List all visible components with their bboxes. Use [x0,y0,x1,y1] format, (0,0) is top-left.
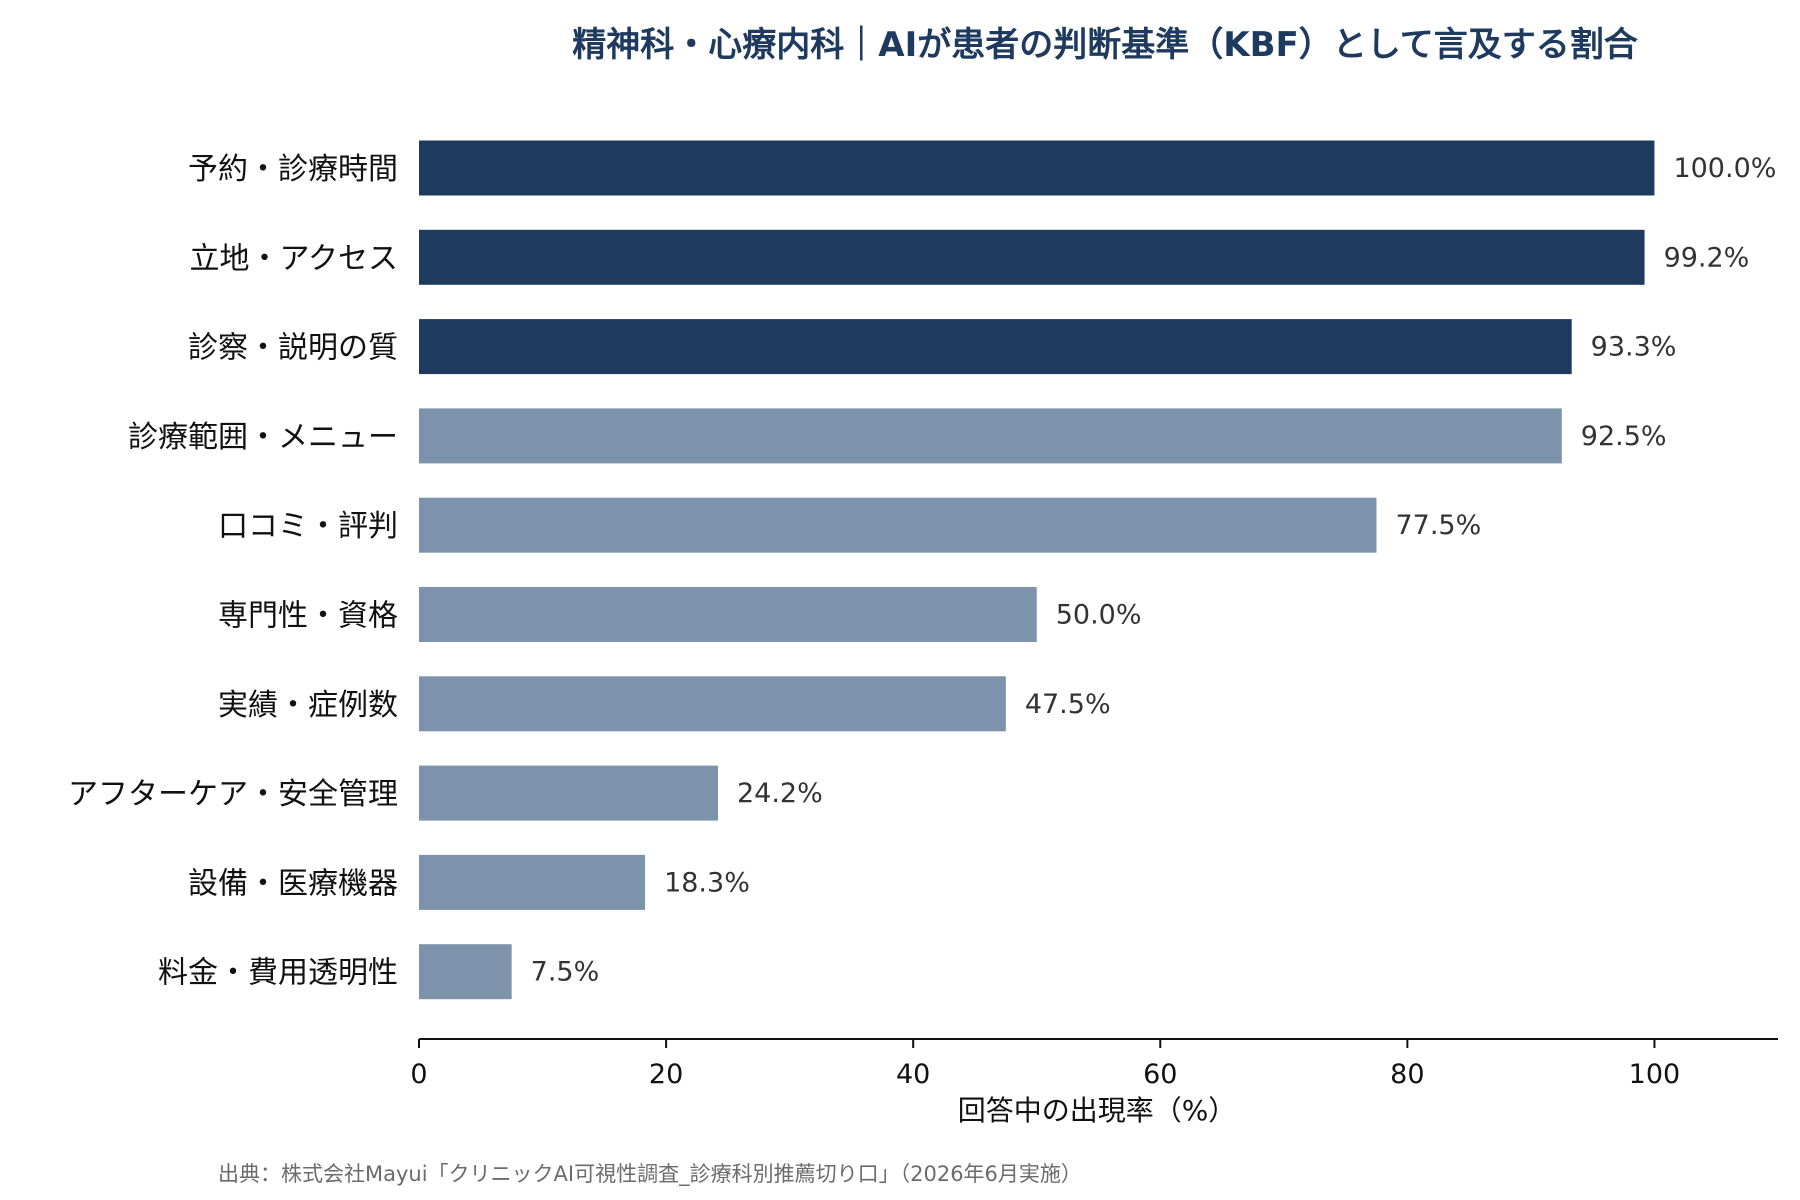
value-label: 93.3% [1591,332,1677,363]
bar [419,229,1645,285]
category-label: アフターケア・安全管理 [68,777,398,812]
bar [419,408,1562,464]
bar [419,854,646,910]
x-tick-label: 0 [410,1059,427,1090]
value-label: 47.5% [1025,689,1111,720]
value-label: 92.5% [1581,421,1667,452]
value-label: 50.0% [1056,600,1142,631]
bar [419,497,1377,553]
category-label: 予約・診療時間 [188,152,398,187]
value-label: 77.5% [1395,510,1481,541]
bar [419,140,1655,196]
category-label: 専門性・資格 [218,599,398,634]
x-axis: 0 20 40 60 80 100 [410,1038,1778,1090]
x-tick-label: 20 [649,1059,683,1090]
bar [419,944,512,1000]
category-label: 設備・医療機器 [188,866,398,901]
value-label: 99.2% [1664,242,1750,273]
bar [419,676,1006,732]
category-label: 口コミ・評判 [218,509,398,544]
x-tick-label: 80 [1390,1059,1424,1090]
x-tick-label: 100 [1629,1059,1681,1090]
bar [419,319,1572,375]
value-label: 18.3% [664,867,750,898]
x-tick-label: 60 [1143,1059,1177,1090]
category-label: 診療範囲・メニュー [128,420,398,455]
x-tick-label: 40 [896,1059,930,1090]
category-label: 料金・費用透明性 [158,956,398,991]
value-label: 100.0% [1673,153,1776,184]
category-label: 立地・アクセス [190,241,399,276]
bar [419,587,1037,642]
value-label: 7.5% [531,957,600,988]
value-label: 24.2% [737,778,823,809]
bar [419,765,718,821]
bars: 予約・診療時間 100.0% 立地・アクセス 99.2% 診察・説明の質 93.3% 診療範… [68,140,1776,1000]
chart-title: 精神科・心療内科｜AIが患者の判断基準（KBF）として言及する割合 [572,25,1637,65]
source-note: 出典：株式会社Mayui「クリニックAI可視性調査_診療科別推薦切り口」（202… [218,1162,1082,1187]
category-label: 実績・症例数 [218,688,398,723]
category-label: 診察・説明の質 [188,331,398,366]
x-axis-title: 回答中の出現率（%） [958,1094,1237,1127]
